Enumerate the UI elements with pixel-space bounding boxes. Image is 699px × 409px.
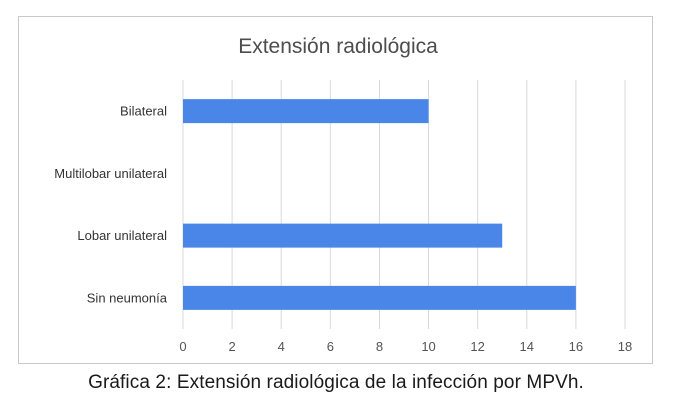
chart-title: Extensión radiológica [238,35,438,58]
bar [183,99,429,124]
x-tick-label: 0 [179,339,186,354]
x-axis-tick-labels: 0 2 4 6 8 10 12 14 16 18 [179,339,632,354]
x-tick-label: 16 [569,339,583,354]
chart-frame: Extensión radiológica Bilateral Multiloba… [18,16,653,364]
x-tick-label: 10 [421,339,435,354]
x-tick-label: 12 [470,339,484,354]
bar [183,223,503,248]
x-tick-label: 8 [376,339,383,354]
bars-layer [183,99,576,310]
bar [183,285,576,310]
category-labels: Bilateral Multilobar unilateral Lobar unil… [54,104,167,306]
category-label: Multilobar unilateral [54,166,167,181]
x-tick-label: 2 [228,339,235,354]
category-label: Lobar unilateral [77,228,167,243]
category-label: Bilateral [120,104,167,119]
x-tick-label: 14 [520,339,534,354]
x-tick-label: 18 [618,339,632,354]
figure-caption: Gráfica 2: Extensión radiológica de la i… [88,372,584,393]
category-label: Sin neumonía [87,290,168,305]
x-tick-label: 6 [327,339,334,354]
bar-chart: Extensión radiológica Bilateral Multiloba… [54,35,632,354]
x-tick-label: 4 [278,339,285,354]
